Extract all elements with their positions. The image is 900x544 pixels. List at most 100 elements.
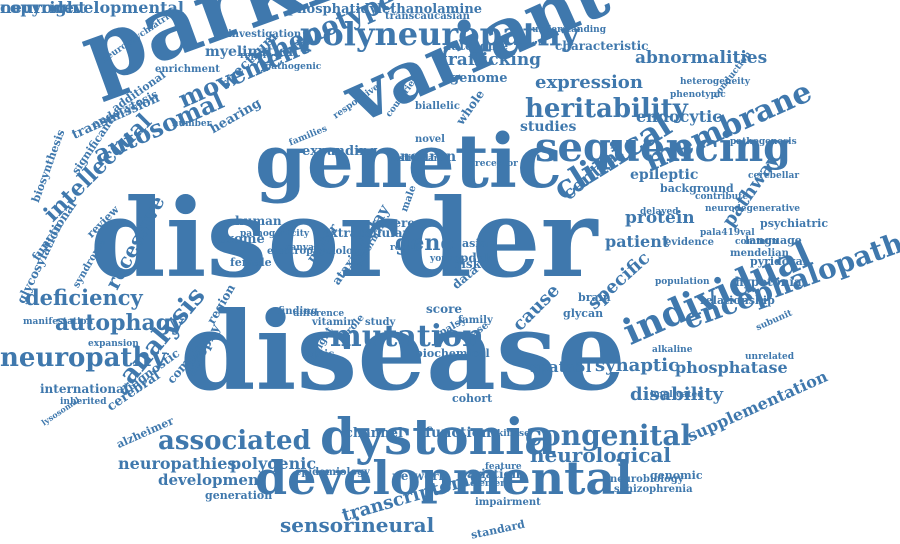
cloud-word: study bbox=[365, 317, 396, 328]
cloud-word: pyridoxal bbox=[750, 255, 807, 268]
cloud-word: genetic bbox=[255, 119, 563, 205]
cloud-word: neuropathy bbox=[0, 343, 167, 373]
cloud-word: channel bbox=[345, 426, 403, 441]
cloud-word: development bbox=[158, 471, 266, 489]
cloud-word: subunit bbox=[754, 308, 794, 334]
cloud-word: generation bbox=[205, 489, 273, 502]
cloud-word: impairment bbox=[475, 497, 541, 508]
cloud-word: schizophrenia bbox=[614, 484, 693, 495]
cloud-word: congenital bbox=[525, 419, 692, 452]
cloud-word: neuron bbox=[400, 149, 457, 165]
cloud-word: vestibular bbox=[388, 154, 439, 164]
cloud-word: risk bbox=[455, 257, 481, 271]
cloud-word: young bbox=[430, 254, 461, 264]
cloud-word: copyright bbox=[0, 0, 86, 17]
cloud-word: enrichment bbox=[155, 64, 220, 75]
cloud-word: hypotonia bbox=[735, 275, 802, 289]
cloud-word: report bbox=[240, 51, 272, 61]
cloud-word: international bbox=[40, 382, 129, 396]
cloud-word: neuropathies bbox=[118, 454, 237, 473]
cloud-word: studies bbox=[520, 119, 577, 135]
cloud-word: epileptic bbox=[630, 167, 699, 183]
cloud-word: pathogenesis bbox=[730, 137, 797, 147]
cloud-word: relationship bbox=[700, 294, 775, 307]
cloud-word: canvas bbox=[285, 243, 319, 253]
cloud-word: disability bbox=[630, 384, 724, 405]
cloud-word: novel bbox=[415, 134, 445, 145]
cloud-word: optic bbox=[306, 349, 335, 360]
cloud-word: number bbox=[172, 119, 212, 129]
cloud-word: psychiatric bbox=[760, 217, 829, 230]
cloud-word: spata5l bbox=[530, 358, 592, 376]
cloud-word: variation bbox=[460, 467, 521, 481]
cloud-word: neurodevelopmental bbox=[0, 0, 184, 17]
cloud-word: polyneuropathy bbox=[300, 15, 580, 53]
cloud-word: difference bbox=[293, 309, 345, 319]
cloud-word: result bbox=[390, 243, 420, 253]
cloud-word: common bbox=[735, 237, 779, 247]
cloud-word: manifestation bbox=[23, 317, 94, 327]
cloud-word: expression bbox=[535, 72, 643, 93]
cloud-word: receptor bbox=[475, 159, 518, 169]
cloud-word: biochemical bbox=[415, 347, 490, 360]
cloud-word: delayed bbox=[640, 207, 679, 217]
cloud-word: pathogenic bbox=[265, 62, 322, 72]
cloud-word: implicated bbox=[650, 390, 704, 400]
cloud-word: pathogenicity bbox=[240, 229, 310, 239]
cloud-word: disease bbox=[180, 289, 626, 415]
cloud-word: neurobiology bbox=[610, 474, 684, 485]
cloud-word: vitamin bbox=[312, 317, 355, 328]
cloud-word: pdxk bbox=[460, 251, 493, 265]
cloud-word: asian bbox=[462, 237, 495, 250]
cloud-word: gene bbox=[395, 230, 455, 256]
cloud-word: element bbox=[470, 479, 511, 489]
cloud-word: phenotypic bbox=[670, 90, 726, 100]
cloud-word: contribute bbox=[695, 192, 749, 202]
cloud-word: standard bbox=[469, 517, 527, 542]
cloud-word: function bbox=[425, 425, 492, 441]
cloud-word: background bbox=[660, 182, 734, 195]
cloud-word: trafficking bbox=[440, 50, 542, 70]
cloud-word: family bbox=[458, 315, 493, 326]
cloud-word: feature bbox=[485, 462, 522, 472]
cloud-word: investigation bbox=[228, 29, 302, 40]
cloud-word: associated bbox=[158, 426, 311, 456]
cloud-word: biallelic bbox=[415, 101, 460, 112]
cloud-word: inherited bbox=[60, 397, 107, 407]
cloud-word: neurological bbox=[530, 443, 671, 467]
cloud-word: developmental bbox=[255, 451, 633, 505]
cloud-word: population bbox=[655, 277, 710, 287]
cloud-word: expansion bbox=[88, 339, 139, 349]
cloud-word: electrophysiology bbox=[267, 246, 366, 257]
cloud-word: protein bbox=[625, 208, 695, 228]
cloud-word: pala419val bbox=[700, 228, 755, 238]
cloud-word: phosphatase bbox=[675, 358, 788, 377]
cloud-word: score bbox=[426, 302, 463, 316]
cloud-word: supplementation bbox=[684, 366, 831, 446]
cloud-word: genomic bbox=[650, 469, 703, 482]
cloud-word: abnormalities bbox=[635, 48, 768, 68]
cloud-word: network bbox=[392, 469, 447, 483]
cloud-word: neurodegenerative bbox=[705, 204, 800, 214]
cloud-word: exome bbox=[218, 232, 265, 247]
cloud-word: transcaucasian bbox=[385, 11, 470, 22]
cloud-word: finding bbox=[278, 306, 318, 317]
cloud-word: heterogeneity bbox=[680, 77, 750, 87]
cloud-word: patient bbox=[605, 232, 670, 251]
cloud-word: evidence bbox=[665, 237, 715, 248]
cloud-word: heritability bbox=[525, 94, 688, 124]
cloud-word: dystonia bbox=[320, 407, 557, 466]
cloud-word: mutation bbox=[330, 319, 484, 354]
cloud-word: endocytic bbox=[636, 107, 722, 126]
cloud-word: brain bbox=[578, 291, 611, 304]
cloud-word: myelination bbox=[205, 44, 299, 60]
cloud-word: understanding bbox=[532, 25, 606, 35]
cloud-word: severe bbox=[372, 216, 415, 230]
cloud-word: autosome bbox=[443, 39, 509, 53]
cloud-word: phosphatidylethanolamine bbox=[288, 2, 483, 17]
cloud-word: mendelian bbox=[730, 248, 789, 259]
cloud-word: autophagy bbox=[55, 310, 184, 336]
cloud-word: synaptic bbox=[595, 355, 680, 376]
cloud-word: kinase bbox=[497, 429, 530, 439]
